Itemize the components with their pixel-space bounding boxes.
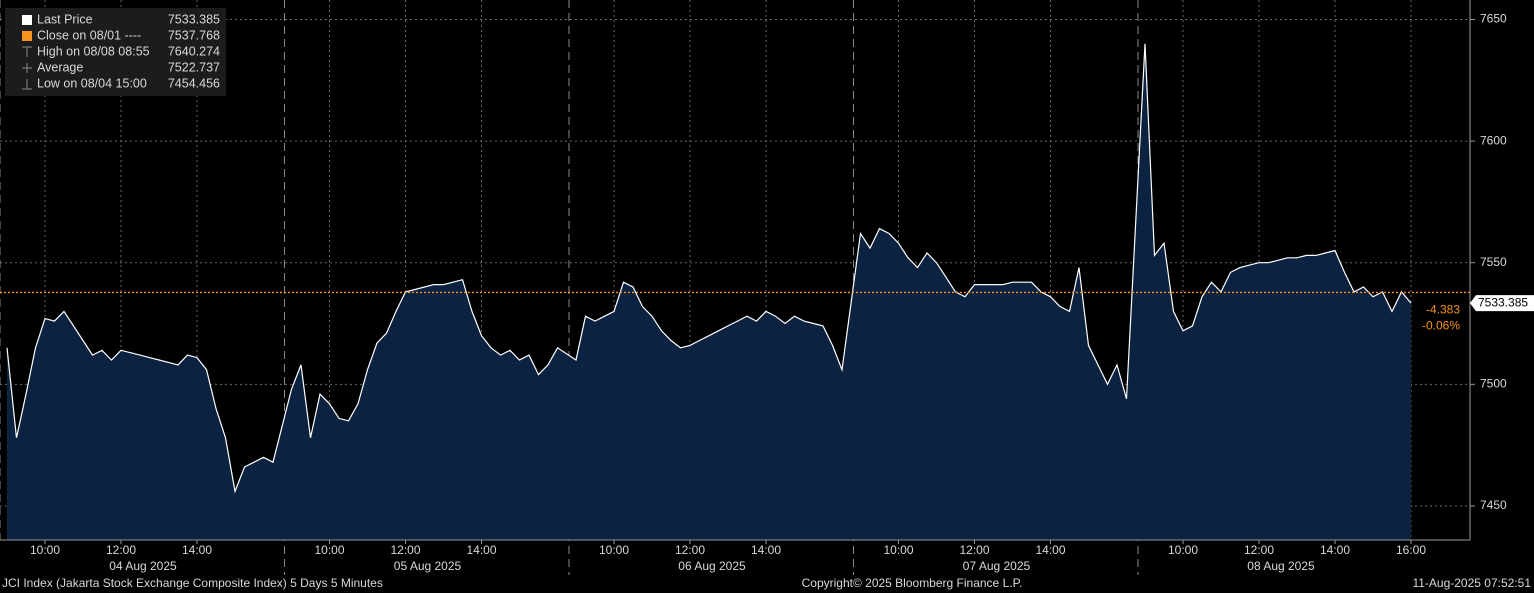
x-date-label: 08 Aug 2025: [1247, 559, 1315, 573]
x-tick-label: 10:00: [599, 543, 629, 557]
legend-label: Low on 08/04 15:00: [37, 76, 147, 90]
y-tick-label: 7550: [1480, 255, 1507, 269]
y-tick-label: 7600: [1480, 133, 1507, 147]
x-tick-label: 10:00: [1168, 543, 1198, 557]
x-tick-label: 12:00: [959, 543, 989, 557]
legend-value: 7533.385: [168, 12, 220, 26]
legend-label: Close on 08/01 ----: [37, 28, 141, 42]
x-tick-label: 12:00: [1244, 543, 1274, 557]
x-date-label: 07 Aug 2025: [963, 559, 1031, 573]
legend-label: High on 08/08 08:55: [37, 44, 150, 58]
footer-center: Copyright© 2025 Bloomberg Finance L.P.: [802, 576, 1023, 590]
x-tick-label: 10:00: [30, 543, 60, 557]
x-tick-label: 10:00: [314, 543, 344, 557]
x-tick-label: 12:00: [390, 543, 420, 557]
x-tick-label: 10:00: [883, 543, 913, 557]
legend-value: 7522.737: [168, 60, 220, 74]
last-price-label: 7533.385: [1478, 295, 1528, 309]
legend-label: Last Price: [37, 12, 93, 26]
legend-value: 7537.768: [168, 28, 220, 42]
x-tick-label: 12:00: [106, 543, 136, 557]
footer-left: JCI Index (Jakarta Stock Exchange Compos…: [2, 576, 383, 590]
change-label: -4.383: [1426, 302, 1460, 316]
legend-value: 7454.456: [168, 76, 220, 90]
x-date-label: 05 Aug 2025: [394, 559, 462, 573]
legend-swatch: [22, 31, 32, 41]
legend-value: 7640.274: [168, 44, 220, 58]
x-tick-label: 14:00: [1035, 543, 1065, 557]
legend: Last Price 7533.385 Close on 08/01 ---- 753…: [22, 12, 220, 90]
x-tick-label: 16:00: [1396, 543, 1426, 557]
area-fill: [7, 43, 1411, 541]
last-price-tag: [1470, 295, 1534, 312]
x-date-label: 04 Aug 2025: [109, 559, 177, 573]
legend-swatch: [22, 15, 32, 25]
y-tick-label: 7450: [1480, 498, 1507, 512]
y-tick-label: 7500: [1480, 376, 1507, 390]
x-tick-label: 14:00: [1320, 543, 1350, 557]
footer-right: 11-Aug-2025 07:52:51: [1412, 576, 1531, 590]
x-tick-label: 14:00: [466, 543, 496, 557]
legend-box: [5, 8, 226, 96]
price-line: [6, 43, 1412, 494]
x-tick-label: 14:00: [751, 543, 781, 557]
plot: [0, 43, 1470, 541]
x-date-label: 06 Aug 2025: [678, 559, 746, 573]
x-tick-label: 12:00: [675, 543, 705, 557]
legend-label: Average: [37, 60, 83, 74]
y-tick-label: 7650: [1480, 12, 1507, 26]
x-tick-label: 14:00: [182, 543, 212, 557]
change-pct-label: -0.06%: [1422, 318, 1460, 332]
